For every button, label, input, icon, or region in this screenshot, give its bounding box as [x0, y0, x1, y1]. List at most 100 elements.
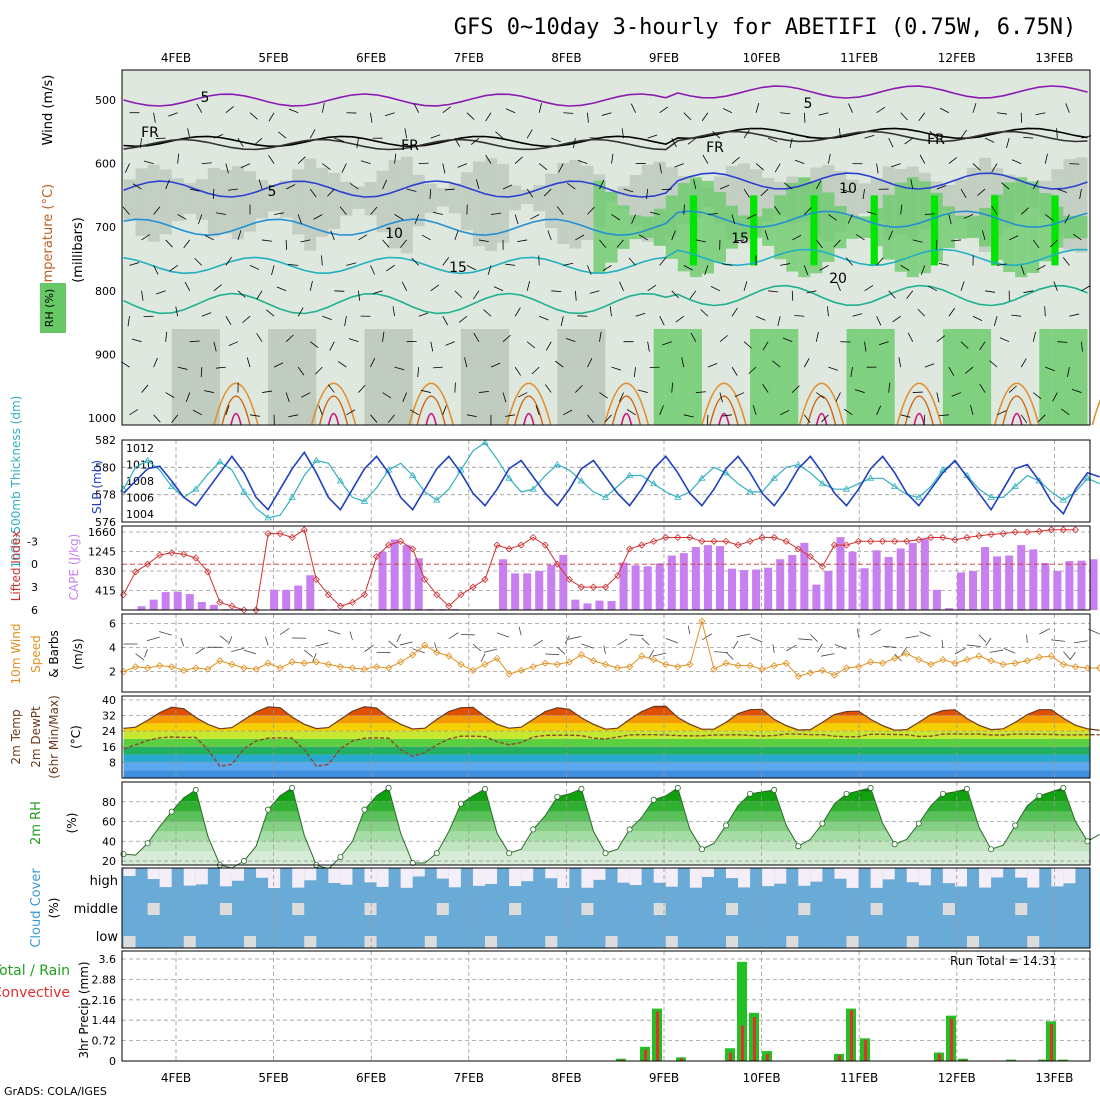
- wind-barb: [665, 638, 678, 644]
- cloud-middle-block: [798, 903, 811, 915]
- rh-point: [433, 850, 440, 857]
- wind-speed-point: [131, 663, 140, 671]
- wind-barb: [574, 290, 577, 301]
- rh-point: [747, 790, 754, 797]
- wind-barb: [358, 384, 366, 393]
- cloud-low-block: [906, 936, 919, 948]
- lifted-index-point: [324, 591, 332, 599]
- rh-shade-cell: [244, 171, 257, 232]
- wind-barb: [442, 106, 452, 114]
- wind-barb: [382, 331, 385, 342]
- wind-barb: [1011, 159, 1022, 164]
- upper-air-label-temperature: Temperature (°C): [41, 184, 56, 297]
- wind-speed-point: [842, 664, 851, 672]
- wind-barb: [840, 188, 851, 193]
- slp-tick-label: 1006: [126, 491, 154, 504]
- thickness-point: [625, 471, 634, 478]
- wind-barb: [165, 392, 175, 398]
- precip-axis-label: 3hr Precip (mm): [77, 961, 91, 1058]
- wind-barb: [1079, 188, 1082, 199]
- wind-barb: [564, 635, 570, 644]
- rh-point: [939, 790, 946, 797]
- wind-barb: [619, 392, 624, 402]
- wind-barb: [876, 405, 882, 415]
- wind-barb: [888, 382, 891, 393]
- wind-barb: [918, 112, 926, 121]
- cloud-low-block: [364, 936, 377, 948]
- rh-shade-cell: [1015, 177, 1028, 278]
- rh-shade-cell: [1051, 328, 1064, 425]
- thickness-point: [818, 479, 827, 487]
- cloud-high-block: [1015, 868, 1028, 878]
- wind-barb: [701, 633, 713, 641]
- wind-barb: [1006, 138, 1010, 148]
- rh-point: [192, 786, 199, 793]
- wind-speed-point: [1071, 663, 1080, 671]
- wind-barb: [752, 405, 757, 415]
- wind-barb: [906, 290, 914, 299]
- wind-barb: [917, 308, 926, 317]
- thickness-axis-label: 1000-500mb Thickness (dm): [9, 396, 23, 569]
- wind-barb: [464, 357, 468, 368]
- wind-barb: [240, 163, 251, 169]
- wind-barb: [454, 290, 463, 299]
- isotherm-arch-25: [701, 382, 747, 426]
- rh-shade-cell: [183, 183, 196, 214]
- wind-barb: [748, 366, 757, 375]
- wind-speed-point: [192, 664, 200, 672]
- thickness-point: [1011, 482, 1019, 489]
- date-label-top: 11FEB: [840, 51, 878, 65]
- rh-shade-cell: [268, 328, 281, 425]
- wind-barb: [960, 281, 965, 291]
- wind-barb: [647, 284, 657, 292]
- wind-barb: [979, 383, 986, 393]
- wind-barb: [557, 646, 566, 655]
- lifted-index-point: [867, 537, 875, 545]
- wind-barb: [1035, 112, 1046, 116]
- wind-barb: [249, 112, 258, 120]
- rh-shade-cell: [689, 195, 698, 266]
- wind-barb: [568, 635, 582, 640]
- wind-barb: [394, 366, 405, 371]
- wind-barb: [505, 108, 516, 114]
- cloud-high-block: [268, 868, 281, 888]
- rh-legend-swatch: [40, 283, 66, 333]
- isotherm-line: [123, 210, 1088, 237]
- lifted-index-point: [144, 560, 152, 568]
- wind-barb: [312, 653, 317, 662]
- thickness-tick-label: 580: [95, 461, 116, 474]
- lifted-index-point: [830, 541, 839, 549]
- wind-speed-point: [1047, 652, 1055, 660]
- rh-shade-cell: [581, 328, 594, 425]
- rh-shade-cell: [388, 328, 401, 425]
- precip-convective-bar: [1050, 1024, 1053, 1061]
- wind-barb: [1020, 358, 1027, 368]
- wind-barb: [237, 230, 242, 241]
- lifted-index-point: [638, 541, 646, 549]
- wind-barb: [196, 103, 203, 113]
- cape-bar: [703, 545, 712, 610]
- wind-barb: [972, 315, 983, 321]
- cloud-high-block: [762, 868, 775, 887]
- wind-barb: [870, 629, 882, 636]
- wind-barb: [169, 265, 178, 272]
- wind-barb: [490, 362, 501, 368]
- lifted-index-point: [806, 552, 814, 561]
- wind-barb: [249, 264, 260, 270]
- wind-speed-point: [469, 666, 477, 674]
- wind-speed-point: [1011, 659, 1019, 667]
- lifted-index-point: [360, 591, 369, 599]
- rh-shade-cell: [967, 328, 980, 425]
- wind-barb: [334, 137, 344, 142]
- cloud-low-block: [123, 936, 136, 948]
- cloud-low-block: [424, 936, 437, 948]
- wind-barb: [225, 316, 232, 326]
- lifted-index-point: [879, 537, 887, 545]
- wind-speed-point: [144, 664, 152, 672]
- isotherm-arch-35: [718, 412, 730, 426]
- wind-barb: [852, 313, 863, 317]
- wind-barb: [274, 212, 285, 215]
- wind-barb: [279, 627, 290, 636]
- wind-barb: [384, 112, 395, 117]
- pressure-tick-label: 500: [95, 94, 116, 107]
